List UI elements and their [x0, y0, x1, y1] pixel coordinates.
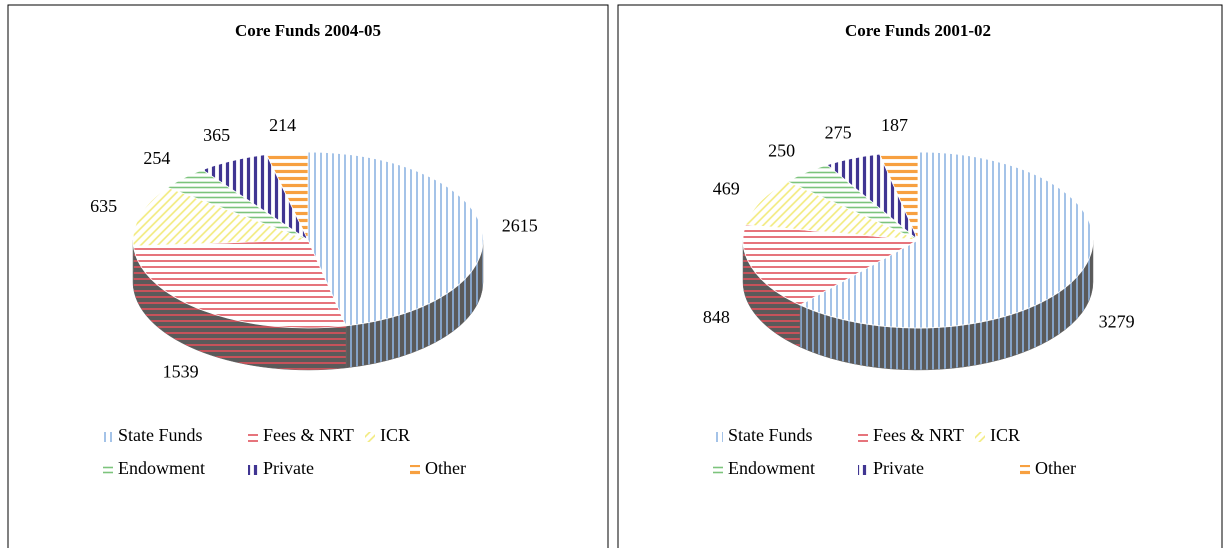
legend-label: Fees & NRT [263, 425, 354, 445]
legend-swatch [975, 432, 985, 442]
data-label: 469 [713, 178, 740, 198]
slice [132, 239, 347, 329]
legend-label: Endowment [118, 458, 205, 478]
slice [742, 224, 920, 306]
legend-label: Endowment [728, 458, 815, 478]
panel-border [617, 4, 1223, 548]
slice [799, 151, 1094, 329]
data-label: 2615 [502, 216, 538, 236]
legend-label: State Funds [118, 425, 203, 445]
legend-swatch [713, 432, 723, 442]
legend-label: Private [263, 458, 314, 478]
legend-label: Other [425, 458, 466, 478]
data-label: 635 [90, 196, 117, 216]
legend-swatch [248, 465, 258, 475]
legend-swatch [858, 465, 868, 475]
panel-border [7, 4, 609, 548]
data-label: 187 [881, 115, 908, 135]
slice [307, 151, 484, 327]
data-label: 3279 [1099, 311, 1135, 331]
slice [745, 181, 919, 241]
slice [132, 187, 309, 247]
data-label: 214 [269, 115, 296, 135]
chart-title: Core Funds 2001-02 [845, 21, 991, 40]
legend-swatch [103, 465, 113, 475]
legend-label: State Funds [728, 425, 813, 445]
legend-swatch [248, 432, 258, 442]
legend-label: ICR [990, 425, 1020, 445]
slice [878, 151, 919, 241]
legend-label: ICR [380, 425, 410, 445]
data-label: 275 [825, 122, 852, 142]
legend-swatch [410, 465, 420, 475]
legend-swatch [365, 432, 375, 442]
data-label: 250 [768, 141, 795, 161]
data-label: 1539 [163, 361, 199, 381]
legend-swatch [1020, 465, 1030, 475]
data-label: 254 [143, 148, 170, 168]
chart-title: Core Funds 2004-05 [235, 21, 381, 40]
legend-label: Fees & NRT [873, 425, 964, 445]
legend-swatch [713, 465, 723, 475]
legend-label: Private [873, 458, 924, 478]
legend-swatch [858, 432, 868, 442]
legend-label: Other [1035, 458, 1076, 478]
slice [265, 151, 309, 241]
data-label: 365 [203, 125, 230, 145]
legend-swatch [103, 432, 113, 442]
data-label: 848 [703, 307, 730, 327]
